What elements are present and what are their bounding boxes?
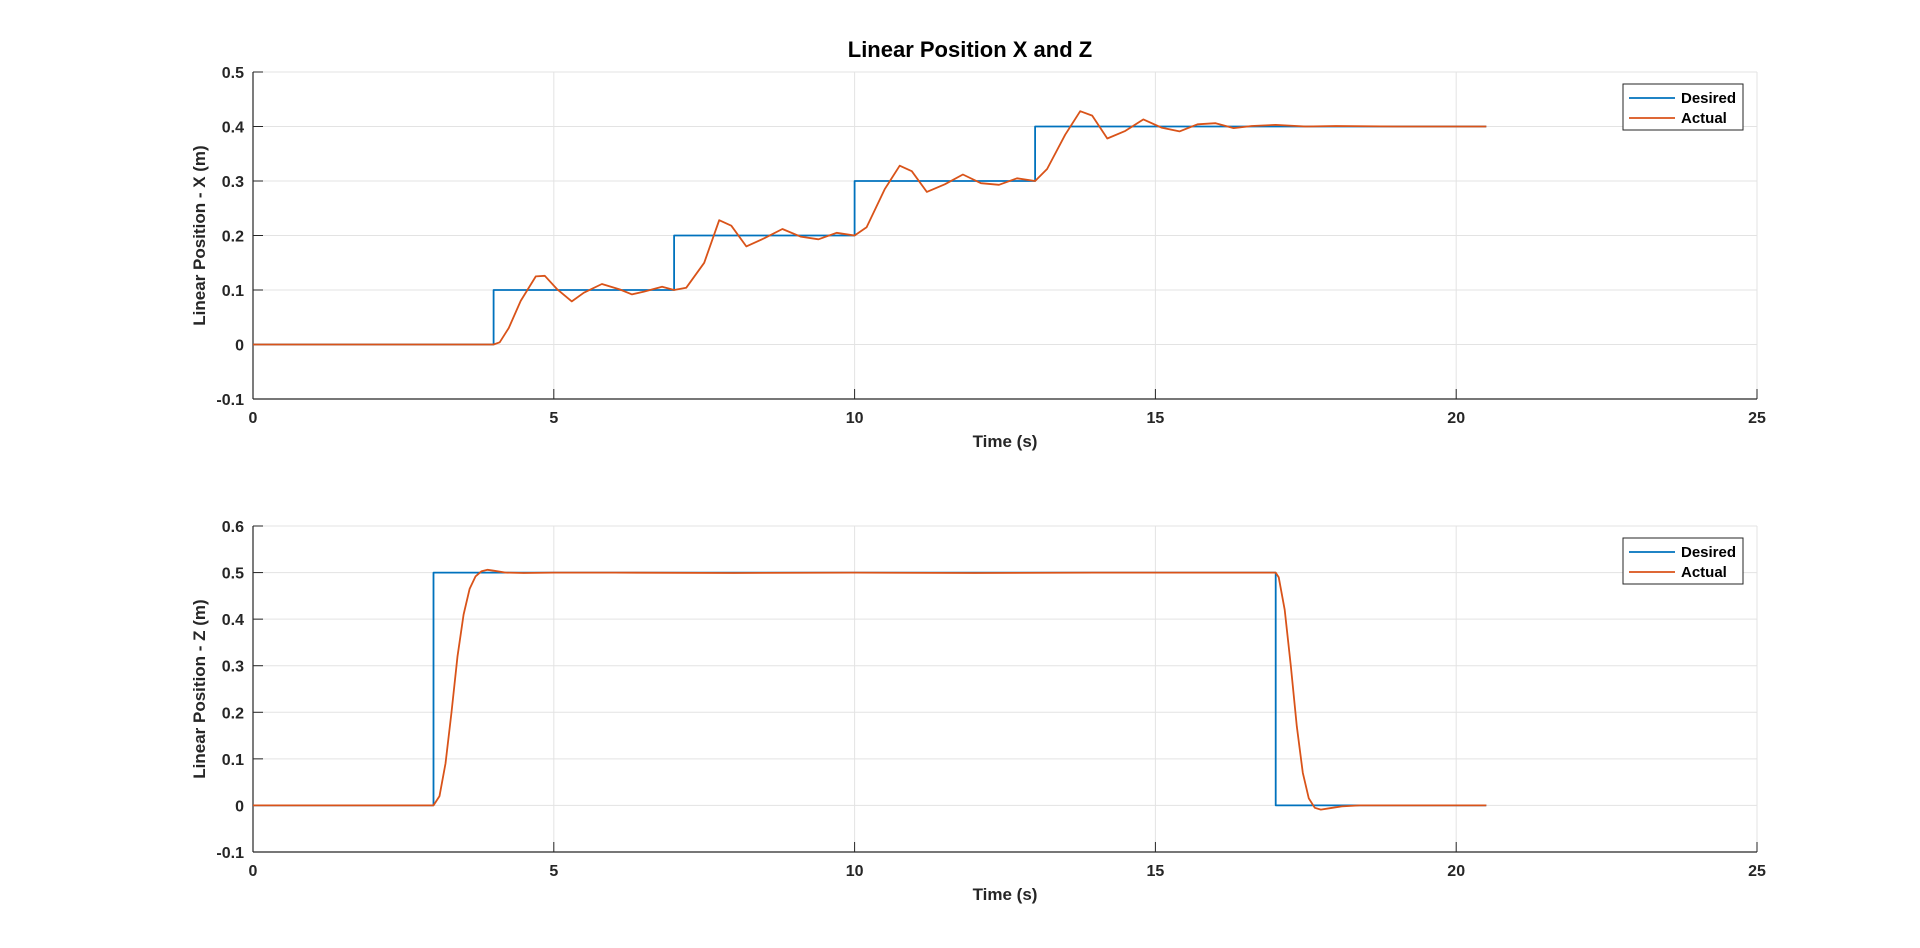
legend-box (1622, 83, 1744, 131)
x-tick-label: 15 (1147, 410, 1165, 427)
y-tick-label: 0.2 (222, 229, 244, 246)
x-tick-label: 0 (249, 410, 258, 427)
legend: Desired Actual (1622, 83, 1744, 131)
x-tick-label: 20 (1447, 410, 1465, 427)
y-tick-label: 0 (235, 338, 244, 355)
legend-box (1622, 537, 1744, 585)
y-tick-label: 0.5 (222, 65, 244, 82)
series-line-actual (253, 568, 1487, 811)
x-axis-label: Time (s) (973, 885, 1038, 904)
y-tick-label: 0 (235, 798, 244, 815)
legend-label: Actual (1681, 564, 1727, 581)
plot-x-position: 0 5 10 15 20 25 -0.1 0 0.1 0.2 0.3 0.4 0.5 Time (s) Li… (190, 65, 1766, 451)
series-line-actual (253, 110, 1487, 346)
x-tick-label: 25 (1748, 410, 1766, 427)
y-tick-label: 0.1 (222, 752, 244, 769)
y-tick-label: 0.4 (222, 612, 244, 629)
x-tick-label: 20 (1447, 863, 1465, 880)
legend-label: Actual (1681, 110, 1727, 127)
y-tick-label: 0.4 (222, 120, 244, 137)
y-tick-label: -0.1 (216, 845, 244, 862)
legend-label: Desired (1681, 90, 1736, 107)
plot-z-position: 0 5 10 15 20 25 -0.1 0 0.1 0.2 0.3 0.4 0.5 0.6 Time (s… (190, 519, 1766, 904)
x-tick-label: 5 (549, 863, 558, 880)
y-tick-label: 0.5 (222, 566, 244, 583)
series-line-desired (253, 125, 1487, 346)
x-tick-label: 5 (549, 410, 558, 427)
x-tick-label: 10 (846, 410, 864, 427)
y-tick-label: -0.1 (216, 392, 244, 409)
legend: Desired Actual (1622, 537, 1744, 585)
y-axis-label: Linear Position - X (m) (190, 145, 209, 325)
y-tick-label: 0.2 (222, 705, 244, 722)
x-tick-label: 10 (846, 863, 864, 880)
x-tick-label: 25 (1748, 863, 1766, 880)
x-tick-label: 15 (1147, 863, 1165, 880)
y-tick-label: 0.6 (222, 519, 244, 536)
figure-title: Linear Position X and Z (848, 37, 1092, 62)
x-axis-label: Time (s) (973, 432, 1038, 451)
y-tick-label: 0.3 (222, 174, 244, 191)
plot-area (253, 526, 1757, 852)
legend-label: Desired (1681, 544, 1736, 561)
y-tick-label: 0.1 (222, 283, 244, 300)
x-tick-label: 0 (249, 863, 258, 880)
y-axis-label: Linear Position - Z (m) (190, 599, 209, 778)
y-tick-label: 0.3 (222, 659, 244, 676)
